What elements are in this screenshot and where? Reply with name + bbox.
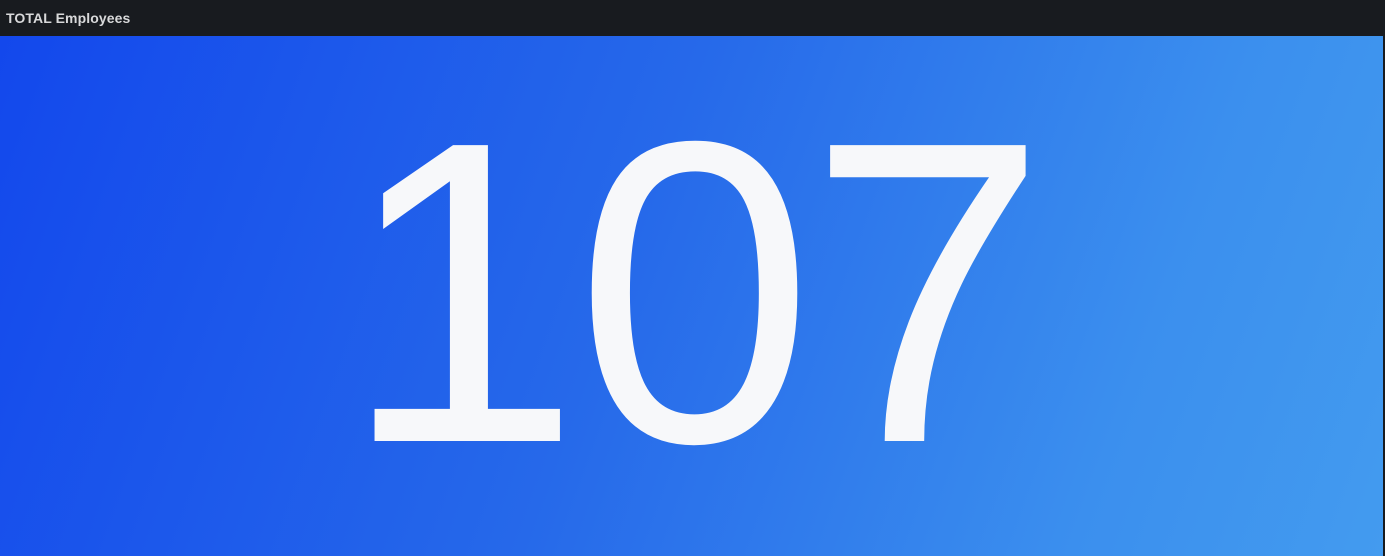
panel-header[interactable]: TOTAL Employees	[0, 0, 1385, 36]
stat-value: 107	[341, 53, 1047, 533]
panel-body: 107	[0, 36, 1383, 556]
panel-title[interactable]: TOTAL Employees	[6, 10, 131, 26]
panel-edge	[1383, 36, 1385, 556]
